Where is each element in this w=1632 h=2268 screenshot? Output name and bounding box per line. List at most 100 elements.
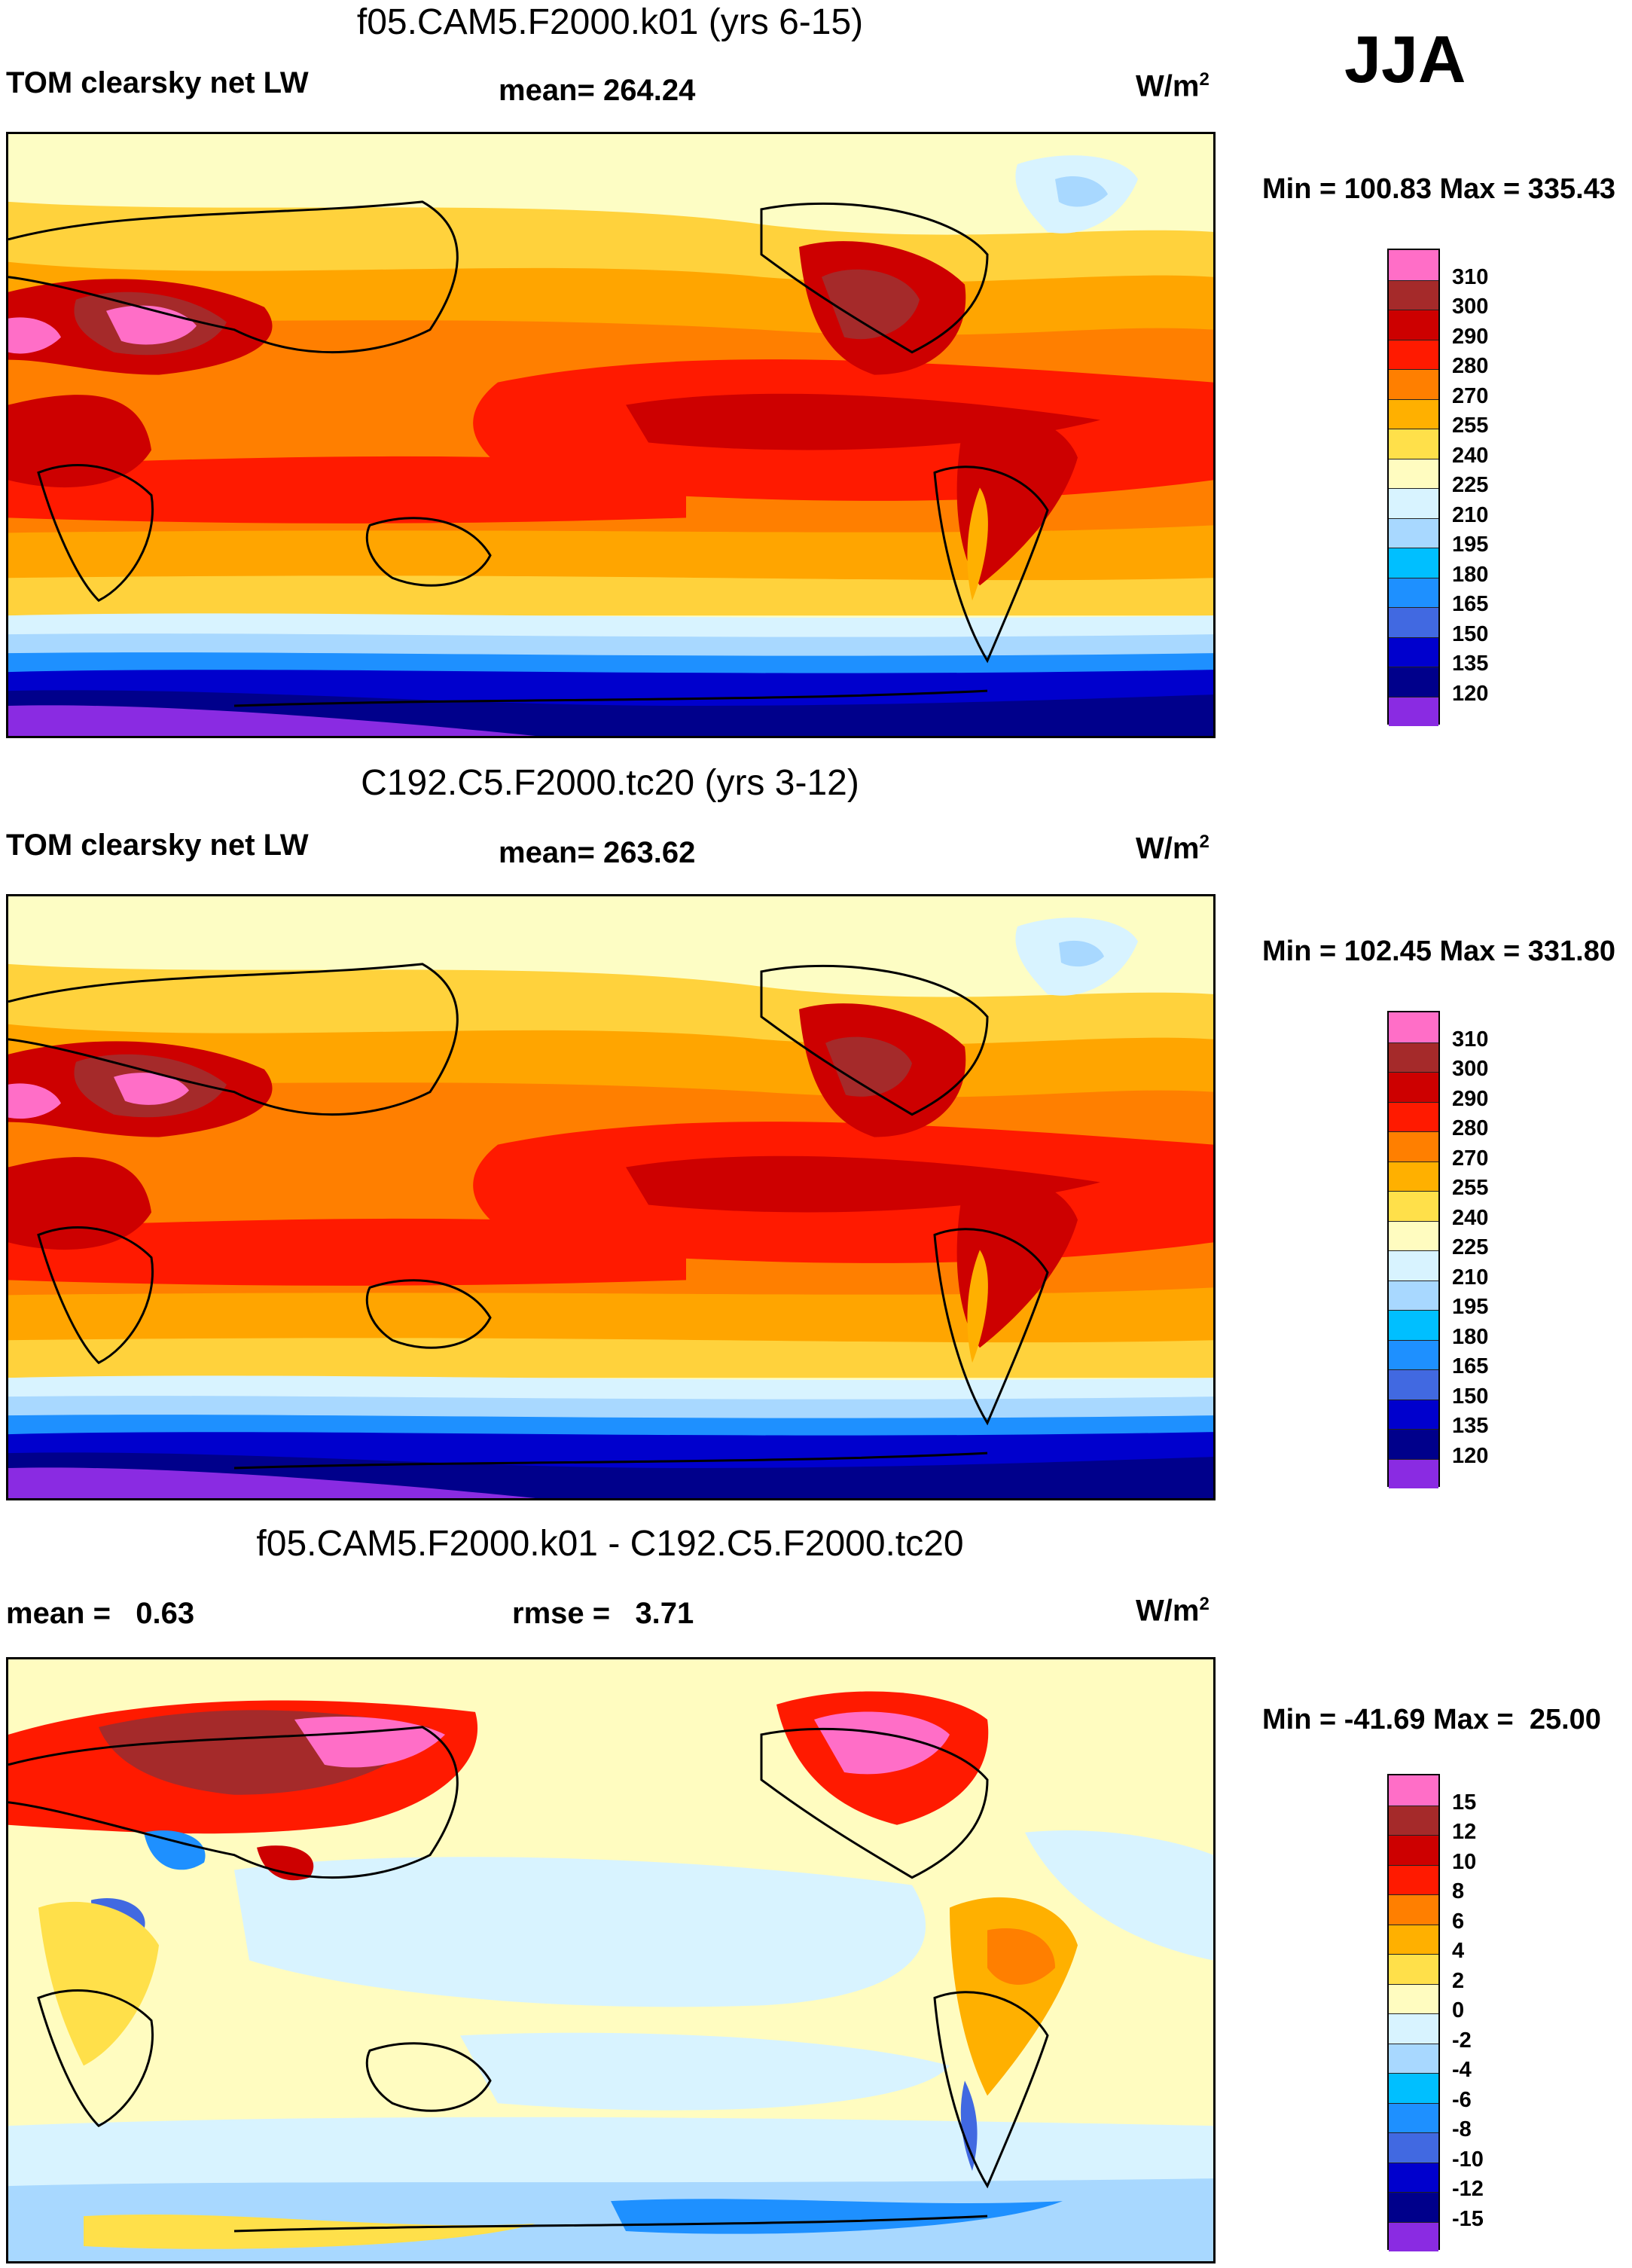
panel1-mean-label: mean= 264.24	[499, 74, 696, 107]
colorbar-tick-label: 225	[1452, 473, 1489, 497]
colorbar-tick-label: 270	[1452, 383, 1489, 408]
panel3-mean-label: mean = 0.63	[6, 1597, 195, 1630]
colorbar-cell	[1389, 1864, 1438, 1894]
colorbar-cell	[1389, 1835, 1438, 1865]
panel2-map-graphic	[8, 896, 1213, 1498]
colorbar-cell	[1389, 1072, 1438, 1102]
colorbar-cell	[1389, 517, 1438, 548]
colorbar-cell	[1389, 1458, 1438, 1488]
colorbar-tick-label: 280	[1452, 354, 1489, 378]
colorbar-tick-label: 6	[1452, 1909, 1465, 1934]
panel1-title: f05.CAM5.F2000.k01 (yrs 6-15)	[356, 2, 864, 42]
colorbar-tick-label: 165	[1452, 592, 1489, 616]
colorbar-tick-label: 195	[1452, 1295, 1489, 1319]
colorbar-cell	[1389, 1983, 1438, 2013]
panel1-colorbar-cells	[1389, 250, 1438, 726]
colorbar-tick-label: 10	[1452, 1849, 1477, 1874]
panel1-map-graphic	[8, 134, 1213, 736]
colorbar-cell	[1389, 1924, 1438, 1954]
colorbar-tick-label: 240	[1452, 1205, 1489, 1230]
panel3-map	[6, 1657, 1216, 2263]
panel2-units: W/m2	[1136, 832, 1210, 865]
panel1-variable-label: TOM clearsky net LW	[6, 66, 309, 99]
colorbar-tick-label: 150	[1452, 1384, 1489, 1409]
colorbar-cell	[1389, 369, 1438, 399]
colorbar-cell	[1389, 667, 1438, 697]
colorbar-cell	[1389, 310, 1438, 340]
panel3-colorbar-ticks: 15 12 10 8 6 4 2 0 -2 -4 -6 -8 -10 -12 -15	[1452, 1774, 1603, 2250]
colorbar-tick-label: 225	[1452, 1235, 1489, 1259]
panel1-colorbar-ticks: 310 300 290 280 270 255 240 225 210 195 180 165 150 1…	[1452, 249, 1603, 725]
colorbar-cell	[1389, 1894, 1438, 1925]
panel2-map	[6, 894, 1216, 1500]
colorbar-cell	[1389, 2073, 1438, 2103]
panel3-colorbar-cells	[1389, 1775, 1438, 2251]
panel1-map	[6, 132, 1216, 738]
colorbar-cell	[1389, 398, 1438, 429]
colorbar-cell	[1389, 2192, 1438, 2222]
colorbar-cell	[1389, 1399, 1438, 1429]
colorbar-tick-label: 0	[1452, 1998, 1465, 2022]
colorbar-cell	[1389, 1191, 1438, 1221]
colorbar-cell	[1389, 458, 1438, 488]
colorbar-cell	[1389, 2132, 1438, 2163]
panel2-colorbar-ticks: 310 300 290 280 270 255 240 225 210 195 180 165 150 1…	[1452, 1011, 1603, 1487]
colorbar-cell	[1389, 2162, 1438, 2192]
colorbar-tick-label: 12	[1452, 1820, 1477, 1844]
colorbar-tick-label: 300	[1452, 1057, 1489, 1081]
colorbar-tick-label: 2	[1452, 1968, 1465, 1993]
panel1-minmax: Min = 100.83 Max = 335.43	[1262, 173, 1615, 205]
colorbar-cell	[1389, 1369, 1438, 1400]
colorbar-tick-label: 15	[1452, 1790, 1477, 1815]
panel2-title: C192.C5.F2000.tc20 (yrs 3-12)	[361, 763, 859, 803]
colorbar-cell	[1389, 1310, 1438, 1340]
colorbar-cell	[1389, 1339, 1438, 1369]
colorbar-tick-label: 280	[1452, 1116, 1489, 1140]
colorbar-cell	[1389, 1954, 1438, 1984]
colorbar-tick-label: -8	[1452, 2117, 1472, 2141]
colorbar-tick-label: 180	[1452, 1324, 1489, 1349]
colorbar-tick-label: -10	[1452, 2147, 1484, 2172]
colorbar-tick-label: -6	[1452, 2087, 1472, 2112]
panel3-rmse-label: rmse = 3.71	[512, 1597, 694, 1630]
colorbar-tick-label: 290	[1452, 324, 1489, 349]
colorbar-cell	[1389, 1805, 1438, 1835]
panel3-units: W/m2	[1136, 1594, 1210, 1628]
colorbar-cell	[1389, 1429, 1438, 1459]
colorbar-cell	[1389, 1220, 1438, 1250]
colorbar-cell	[1389, 279, 1438, 310]
colorbar-cell	[1389, 577, 1438, 607]
colorbar-tick-label: 210	[1452, 502, 1489, 527]
colorbar-cell	[1389, 1101, 1438, 1131]
colorbar-cell	[1389, 1280, 1438, 1310]
colorbar-cell	[1389, 2221, 1438, 2251]
colorbar-tick-label: 135	[1452, 1414, 1489, 1438]
panel2-colorbar	[1387, 1011, 1440, 1488]
colorbar-cell	[1389, 250, 1438, 280]
colorbar-cell	[1389, 1131, 1438, 1161]
colorbar-tick-label: 8	[1452, 1879, 1465, 1903]
colorbar-tick-label: -12	[1452, 2177, 1484, 2201]
panel1-units: W/m2	[1136, 69, 1210, 103]
panel2-variable-label: TOM clearsky net LW	[6, 829, 309, 862]
colorbar-cell	[1389, 696, 1438, 726]
panel3-minmax: Min = -41.69 Max = 25.00	[1262, 1704, 1601, 1735]
colorbar-cell	[1389, 1042, 1438, 1072]
season-label: JJA	[1344, 22, 1466, 96]
panel3-title: f05.CAM5.F2000.k01 - C192.C5.F2000.tc20	[256, 1524, 964, 1564]
colorbar-tick-label: 180	[1452, 562, 1489, 587]
colorbar-tick-label: 270	[1452, 1146, 1489, 1171]
panel2-colorbar-cells	[1389, 1012, 1438, 1488]
colorbar-tick-label: 255	[1452, 1176, 1489, 1200]
colorbar-cell	[1389, 2043, 1438, 2073]
colorbar-cell	[1389, 1775, 1438, 1806]
colorbar-tick-label: 135	[1452, 652, 1489, 676]
colorbar-tick-label: -4	[1452, 2058, 1472, 2082]
colorbar-tick-label: 150	[1452, 621, 1489, 646]
colorbar-cell	[1389, 2102, 1438, 2132]
panel1-colorbar	[1387, 249, 1440, 726]
colorbar-cell	[1389, 1161, 1438, 1191]
colorbar-tick-label: 290	[1452, 1086, 1489, 1111]
colorbar-cell	[1389, 429, 1438, 459]
colorbar-tick-label: -2	[1452, 2028, 1472, 2053]
